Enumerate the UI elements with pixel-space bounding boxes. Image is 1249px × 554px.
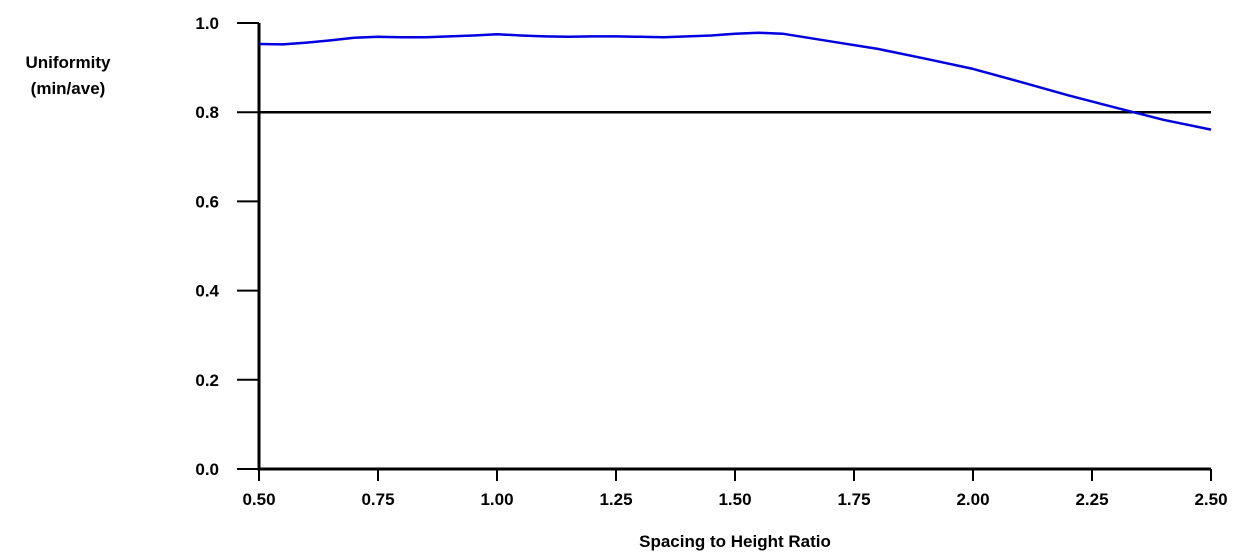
y-axis-title-line-1: Uniformity — [26, 53, 112, 72]
y-tick-label-3: 0.4 — [195, 282, 219, 301]
y-tick-label-2: 0.6 — [195, 192, 219, 211]
plot-area — [258, 31, 1212, 131]
series-line-0 — [258, 31, 1212, 131]
x-axis-title: Spacing to Height Ratio — [639, 532, 831, 551]
x-tick-label-0: 0.50 — [242, 490, 275, 509]
x-tick-label-1: 0.75 — [361, 490, 394, 509]
y-axis-title-line-2: (min/ave) — [31, 79, 106, 98]
x-tick-label-3: 1.25 — [599, 490, 632, 509]
x-tick-label-2: 1.00 — [480, 490, 513, 509]
y-tick-label-1: 0.8 — [195, 103, 219, 122]
x-tick-label-6: 2.00 — [956, 490, 989, 509]
axes — [257, 23, 1211, 471]
x-tick-label-5: 1.75 — [837, 490, 870, 509]
y-tick-label-0: 1.0 — [195, 14, 219, 33]
x-tick-label-7: 2.25 — [1075, 490, 1108, 509]
x-tick-label-8: 2.50 — [1194, 490, 1227, 509]
y-tick-label-5: 0.0 — [195, 460, 219, 479]
ticks: 1.0 0.8 0.6 0.4 0.2 0.0 0.50 0.75 1.00 1.25 1.50 1.… — [195, 14, 1227, 509]
x-tick-label-4: 1.50 — [718, 490, 751, 509]
y-axis-title: Uniformity (min/ave) — [26, 53, 112, 98]
y-tick-label-4: 0.2 — [195, 371, 219, 390]
